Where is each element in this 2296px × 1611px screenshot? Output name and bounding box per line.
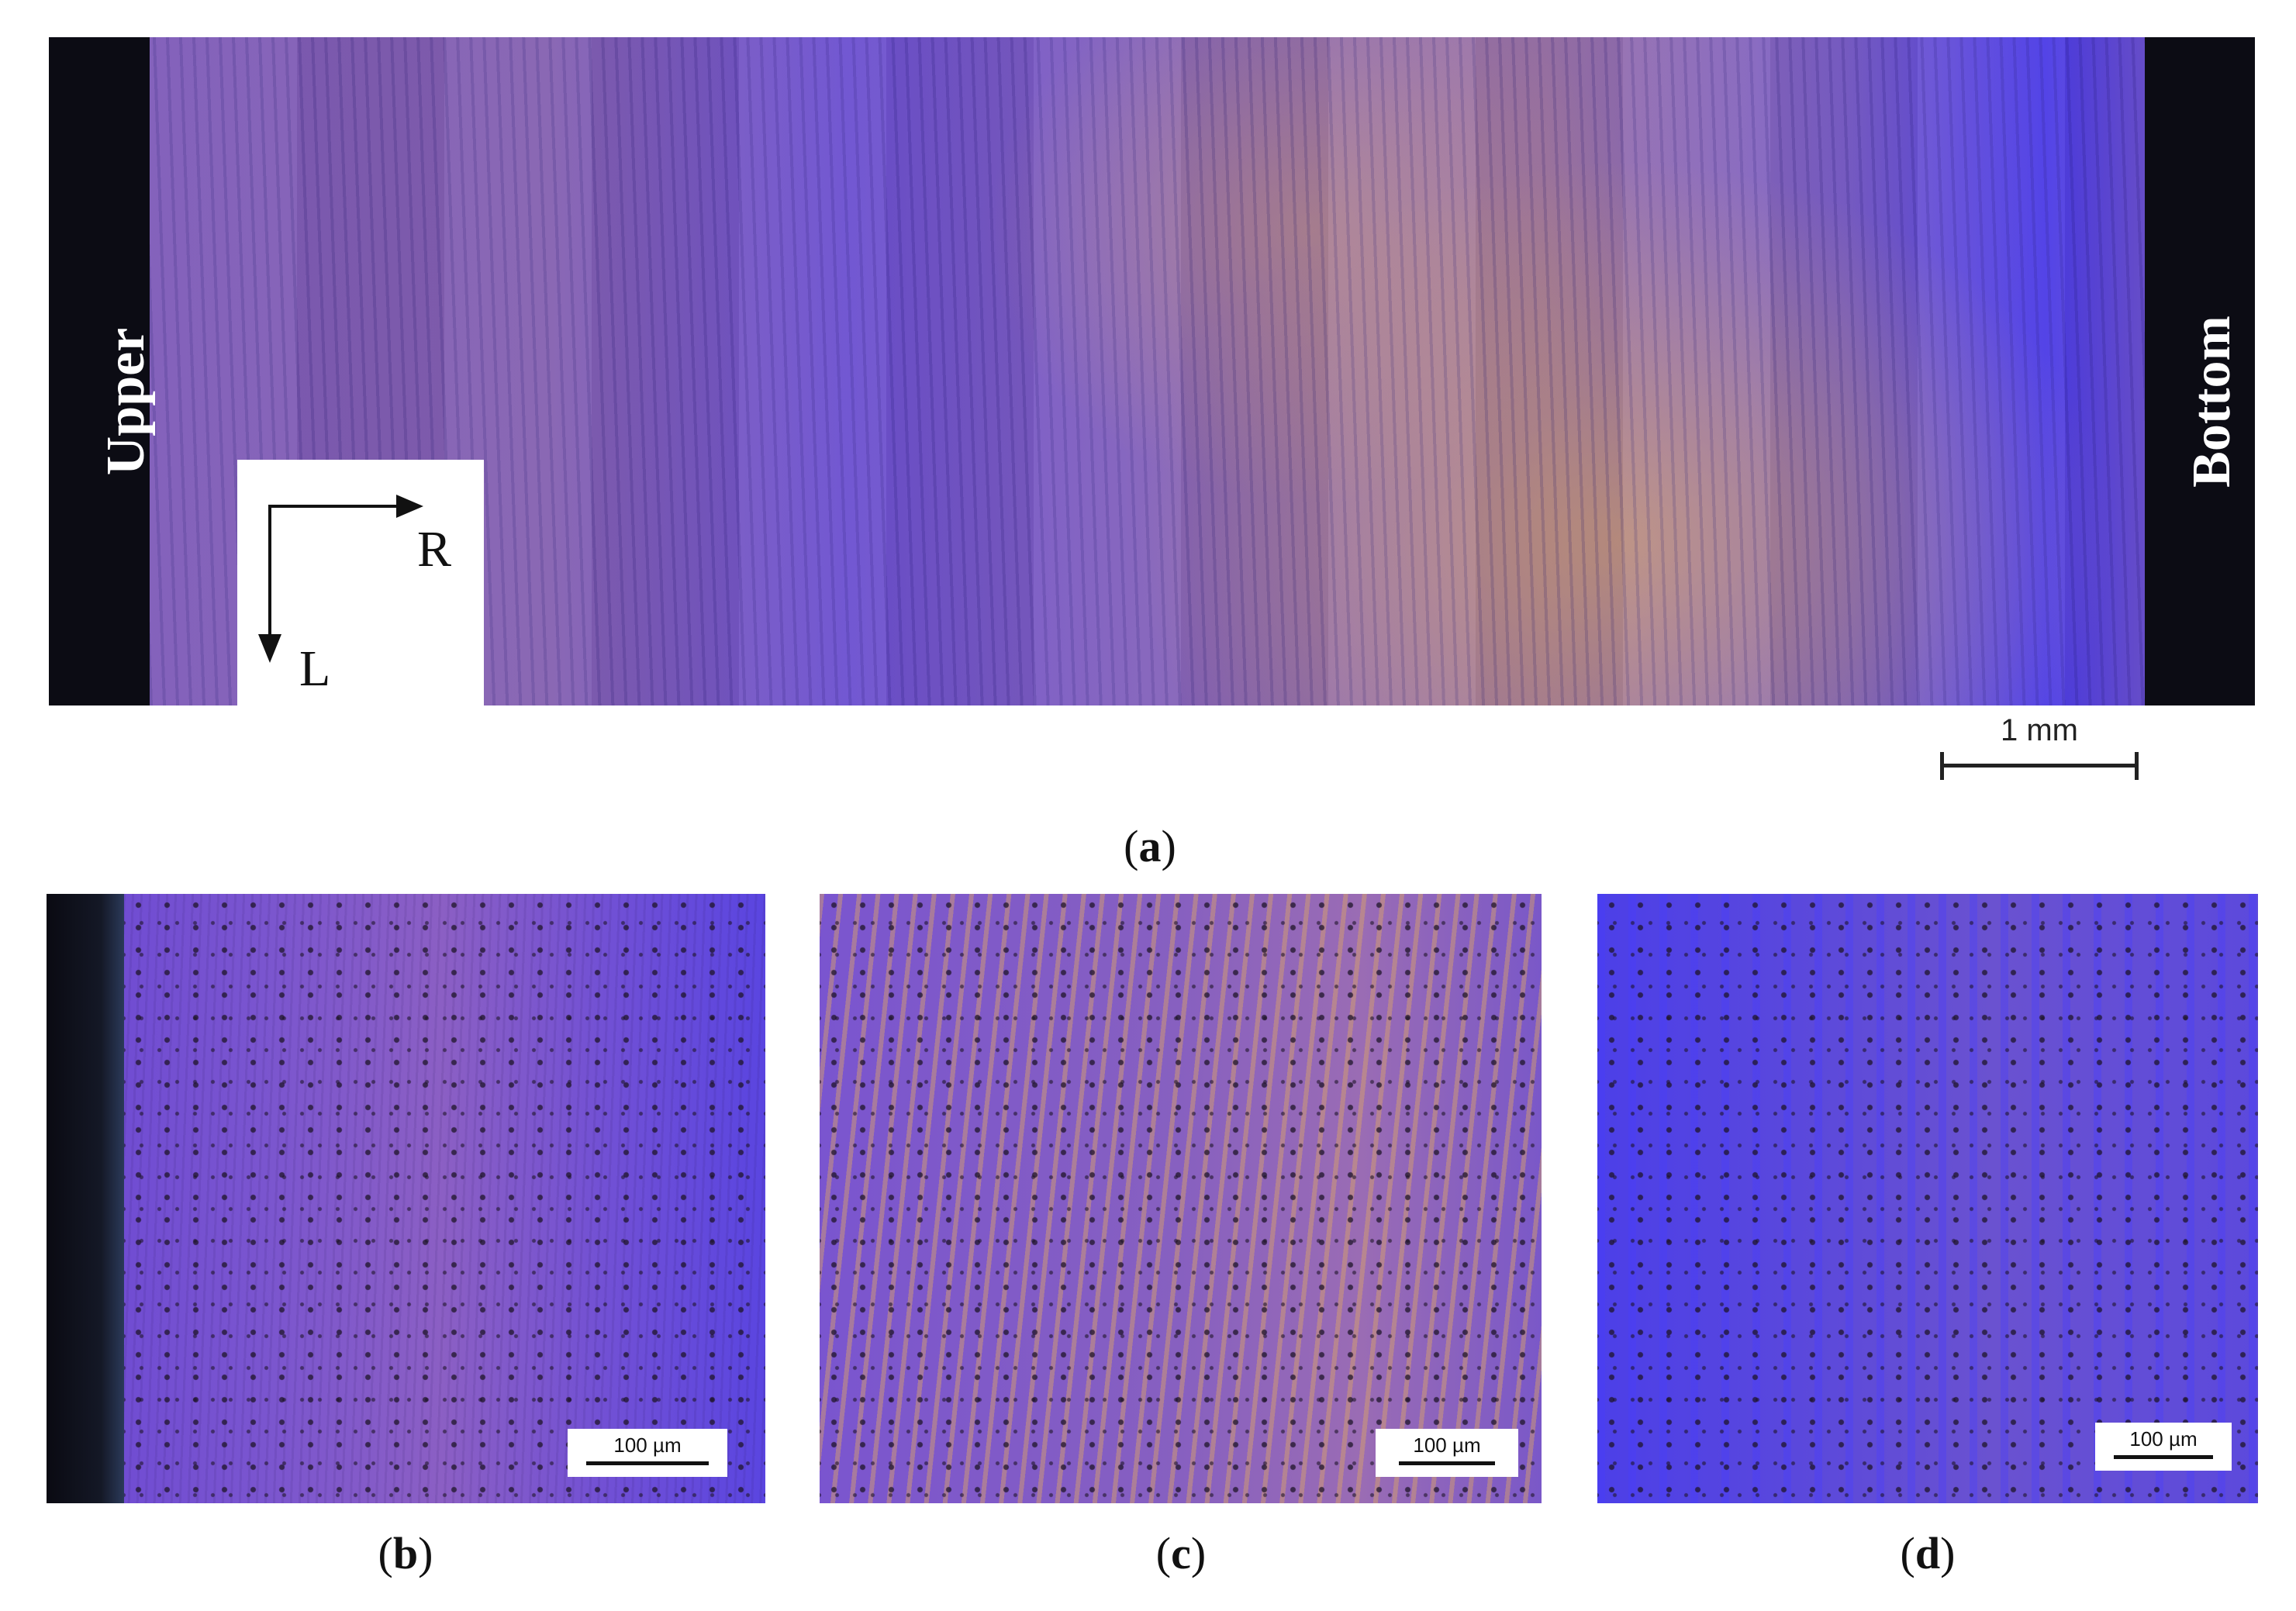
panel-a-scale-bar: 1 mm xyxy=(1939,713,2140,783)
panel-d-micrograph: 100 µm xyxy=(1597,894,2258,1503)
panel-b-scale-bar: 100 µm xyxy=(568,1429,727,1477)
scale-bar-tick-left xyxy=(1940,752,1944,780)
panel-a-micrograph: Upper Bottom R L xyxy=(49,37,2255,705)
scale-bar-tick-right xyxy=(2135,752,2139,780)
panel-c-scale-bar: 100 µm xyxy=(1376,1429,1518,1477)
panel-c-micrograph: 100 µm xyxy=(820,894,1542,1503)
scale-bar-line xyxy=(1942,764,2136,768)
caption-d: (d) xyxy=(1900,1528,1956,1578)
axes-arrows-icon xyxy=(258,495,423,663)
panel-c-speckle xyxy=(820,894,1542,1503)
panel-b-dark-edge xyxy=(47,894,124,1503)
panel-d-scale-bar: 100 µm xyxy=(2095,1423,2232,1471)
panel-c-scale-text: 100 µm xyxy=(1413,1433,1481,1457)
upper-label: Upper xyxy=(96,327,156,476)
panel-d-scale-text: 100 µm xyxy=(2129,1427,2198,1451)
caption-b: (b) xyxy=(378,1528,433,1578)
caption-c: (c) xyxy=(1155,1528,1207,1578)
orientation-axes-box: R L xyxy=(237,460,484,705)
axis-r-label: R xyxy=(417,521,452,578)
panel-a-scale-text: 1 mm xyxy=(2001,713,2078,747)
axis-l-label: L xyxy=(299,640,331,697)
panel-b-micrograph: 100 µm xyxy=(47,894,765,1503)
panel-d-scale-line xyxy=(2114,1455,2213,1459)
bottom-label: Bottom xyxy=(2182,316,2242,488)
panel-c-scale-line xyxy=(1399,1461,1495,1465)
panel-b-speckle xyxy=(124,894,765,1503)
panel-b-scale-text: 100 µm xyxy=(613,1433,682,1457)
panel-d-speckle xyxy=(1597,894,2258,1503)
caption-a: (a) xyxy=(1124,821,1176,871)
panel-b-scale-line xyxy=(586,1461,709,1465)
